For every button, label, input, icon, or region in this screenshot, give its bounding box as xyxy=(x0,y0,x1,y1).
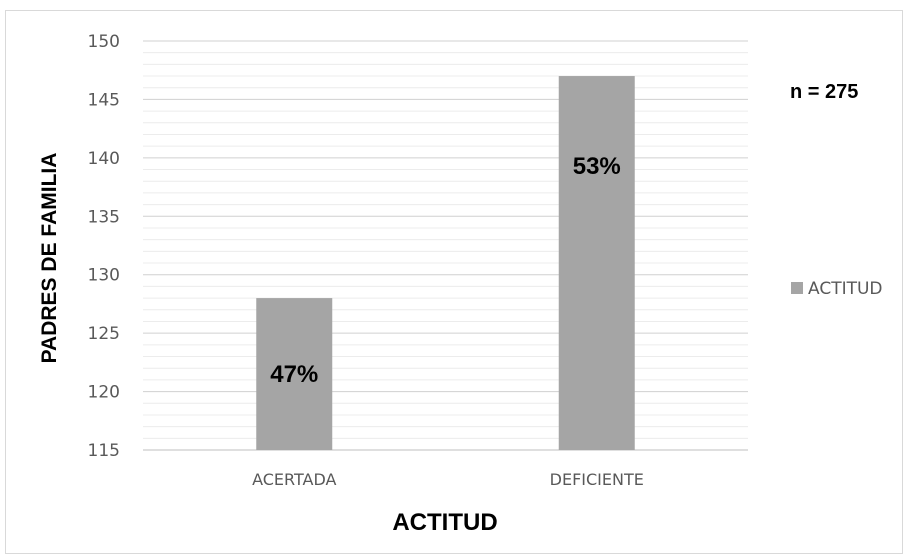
chart-frame xyxy=(5,10,903,554)
x-tick-labels: ACERTADA DEFICIENTE xyxy=(252,470,644,489)
data-label: 53% xyxy=(573,153,621,180)
gridlines xyxy=(143,40,748,451)
sample-size-annotation: n = 275 xyxy=(790,81,858,103)
data-label: 47% xyxy=(270,361,318,388)
y-tick-labels: 115 120 125 130 135 140 145 150 xyxy=(88,32,120,461)
legend-label: ACTITUD xyxy=(808,279,883,299)
y-axis-title: PADRES DE FAMILIA xyxy=(38,153,61,364)
x-tick-label: ACERTADA xyxy=(252,470,336,489)
y-tick-label: 120 xyxy=(88,383,120,403)
x-tick-label: DEFICIENTE xyxy=(550,470,644,489)
bar xyxy=(256,298,333,450)
y-tick-label: 140 xyxy=(88,149,120,169)
legend: ACTITUD xyxy=(791,279,883,299)
y-tick-label: 130 xyxy=(88,266,120,286)
data-labels: 47% 53% xyxy=(270,153,621,388)
y-tick-label: 145 xyxy=(88,90,120,110)
bar xyxy=(558,76,635,451)
bars xyxy=(256,76,635,451)
x-axis-title: ACTITUD xyxy=(392,509,497,536)
y-tick-label: 150 xyxy=(88,32,120,52)
legend-swatch xyxy=(791,282,803,294)
y-tick-label: 135 xyxy=(88,207,120,227)
y-tick-label: 115 xyxy=(88,441,120,461)
y-tick-label: 125 xyxy=(88,324,120,344)
